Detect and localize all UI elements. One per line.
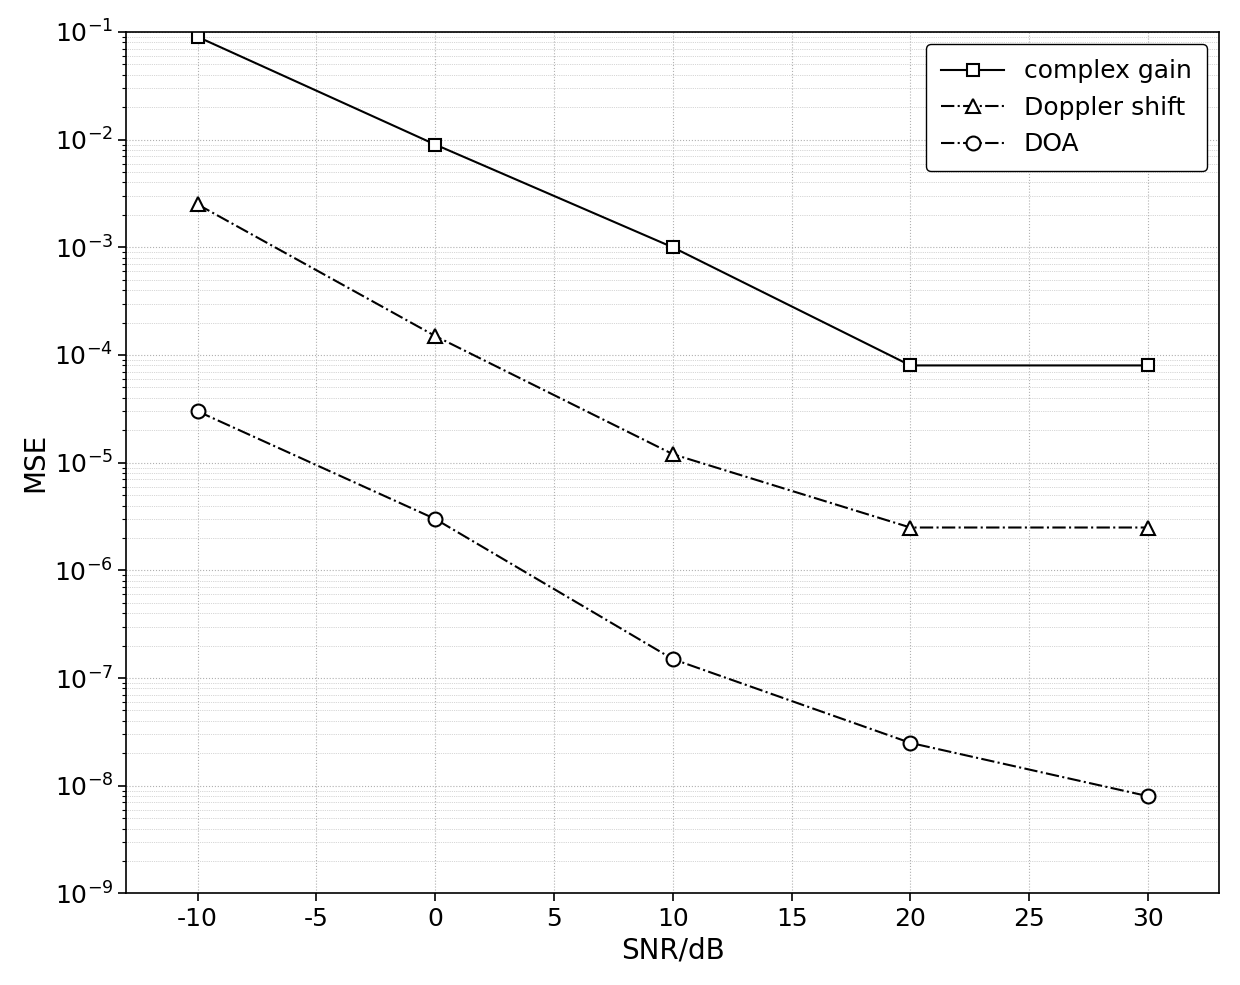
- complex gain: [903, 360, 918, 371]
- Doppler shift: [1141, 522, 1156, 534]
- X-axis label: SNR/dB: SNR/dB: [621, 936, 724, 964]
- DOA: [903, 737, 918, 749]
- DOA: [1141, 790, 1156, 802]
- complex gain: [190, 31, 205, 42]
- Doppler shift: [666, 448, 681, 460]
- Line: Doppler shift: Doppler shift: [191, 198, 1154, 535]
- complex gain: [428, 139, 443, 151]
- DOA: [190, 406, 205, 418]
- DOA: [428, 513, 443, 525]
- Line: DOA: DOA: [191, 405, 1154, 803]
- DOA: [666, 653, 681, 665]
- Doppler shift: [428, 330, 443, 342]
- Doppler shift: [903, 522, 918, 534]
- Legend: complex gain, Doppler shift, DOA: complex gain, Doppler shift, DOA: [926, 44, 1207, 171]
- Doppler shift: [190, 199, 205, 211]
- complex gain: [1141, 360, 1156, 371]
- Line: complex gain: complex gain: [191, 31, 1154, 371]
- Y-axis label: MSE: MSE: [21, 433, 48, 492]
- complex gain: [666, 241, 681, 253]
